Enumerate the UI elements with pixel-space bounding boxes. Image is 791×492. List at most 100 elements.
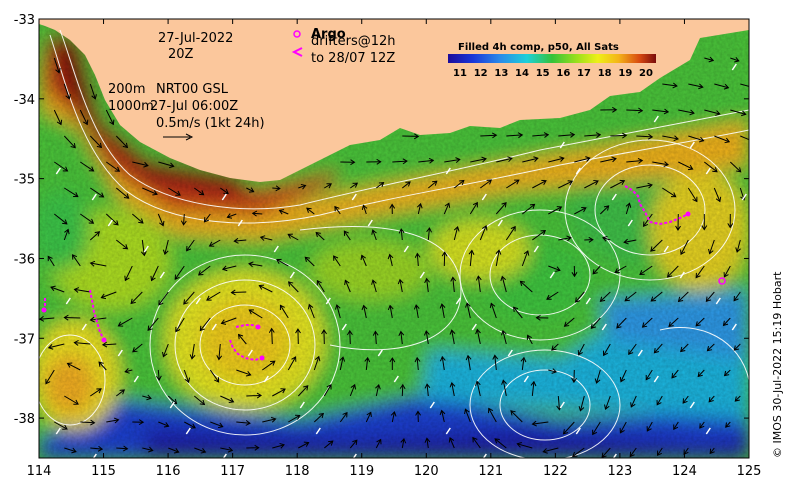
current-vector: [80, 161, 94, 172]
y-tick-label: -35: [14, 173, 35, 188]
drifter-position: [255, 324, 261, 330]
current-vector: [175, 317, 185, 332]
current-vector-head: [432, 180, 438, 186]
argo-marker-icon: [293, 30, 301, 38]
current-vector: [323, 384, 332, 397]
current-vector-head: [97, 445, 104, 452]
current-vector: [54, 161, 68, 172]
current-vector: [249, 309, 263, 319]
current-vector: [736, 239, 741, 253]
current-vector-head: [491, 132, 498, 139]
current-vector: [349, 384, 356, 397]
current-vector-head: [150, 275, 156, 282]
current-vector-head: [350, 159, 356, 166]
current-vector: [590, 317, 601, 329]
current-vector: [101, 291, 117, 299]
current-vector-head: [117, 321, 124, 327]
bathymetry-contours: [39, 29, 749, 458]
current-vector: [733, 291, 741, 301]
current-vector: [362, 205, 367, 215]
current-vector-head: [455, 157, 461, 163]
current-vector-head: [510, 410, 516, 416]
white-vector: [133, 375, 139, 383]
current-vector-head: [563, 321, 570, 327]
current-vector: [115, 187, 129, 199]
current-vector: [186, 239, 195, 251]
drifter-position: [259, 355, 265, 361]
current-vector: [605, 395, 611, 410]
current-vector: [72, 254, 81, 267]
current-vector-head: [556, 206, 563, 212]
current-vector-head: [183, 299, 189, 305]
white-vector: [705, 167, 711, 175]
current-vector-head: [708, 56, 715, 63]
current-vector-head: [47, 255, 53, 262]
current-vector: [400, 331, 403, 345]
current-vector: [704, 57, 714, 62]
current-vector-head: [287, 233, 293, 239]
current-vector-head: [604, 404, 610, 411]
current-vector-head: [708, 397, 714, 403]
current-vector: [389, 305, 393, 319]
current-vector-head: [590, 323, 596, 329]
current-vector: [510, 410, 523, 423]
current-vector-head: [668, 321, 674, 328]
current-vector: [199, 317, 211, 331]
current-vector-head: [516, 441, 522, 448]
current-vector-head: [326, 384, 332, 390]
current-vector: [316, 280, 325, 293]
current-vector: [695, 317, 705, 327]
y-tick-label: -33: [14, 13, 35, 28]
current-vector-head: [268, 327, 275, 333]
current-vector-head: [722, 320, 729, 327]
white-vector: [497, 219, 503, 227]
white-vector: [663, 245, 669, 253]
current-vector: [502, 330, 507, 345]
current-vector: [416, 253, 419, 267]
current-vector: [89, 83, 96, 99]
current-vector: [426, 384, 429, 397]
current-vector: [740, 135, 749, 141]
current-vector-head: [593, 180, 599, 186]
current-vector-head: [173, 448, 180, 454]
current-vector-head: [295, 328, 301, 334]
current-vector-head: [318, 412, 325, 419]
current-vector: [506, 179, 520, 189]
current-vector-head: [507, 156, 513, 163]
plot-frame: [38, 18, 750, 459]
current-vector-head: [230, 289, 236, 296]
y-tick-label: -34: [14, 93, 35, 108]
current-vector-head: [184, 377, 191, 384]
date-label: 27-Jul-2022: [158, 31, 233, 46]
current-vector: [645, 369, 653, 380]
current-vector-head: [124, 368, 130, 374]
current-vector: [596, 369, 601, 384]
current-vector-head: [733, 345, 739, 351]
current-vector-head: [687, 164, 694, 171]
current-vector: [494, 438, 507, 449]
current-vector-head: [217, 422, 224, 429]
current-vector-head: [546, 294, 552, 300]
current-vector: [372, 280, 377, 293]
current-vector: [723, 265, 731, 278]
current-vector-head: [378, 182, 385, 188]
current-vector: [671, 369, 679, 379]
current-vector: [624, 239, 637, 243]
current-vector-head: [339, 356, 346, 362]
y-axis: -33 -34 -35 -36 -37 -38: [14, 13, 749, 427]
velocity-time-label: 27-Jul 06:00Z: [150, 99, 238, 114]
current-vector: [705, 291, 715, 302]
current-vector-head: [641, 322, 648, 328]
current-vector-head: [619, 179, 626, 186]
current-vector: [63, 135, 76, 149]
current-vector-head: [599, 296, 606, 302]
current-vector-head: [448, 437, 455, 443]
current-vector: [564, 317, 575, 327]
current-vector-head: [603, 205, 610, 211]
current-vector-head: [399, 383, 406, 390]
current-vector-head: [119, 389, 126, 395]
current-vector: [89, 231, 100, 241]
current-vector-head: [708, 248, 714, 255]
current-vector-head: [656, 450, 662, 457]
current-vector-head: [304, 256, 311, 262]
